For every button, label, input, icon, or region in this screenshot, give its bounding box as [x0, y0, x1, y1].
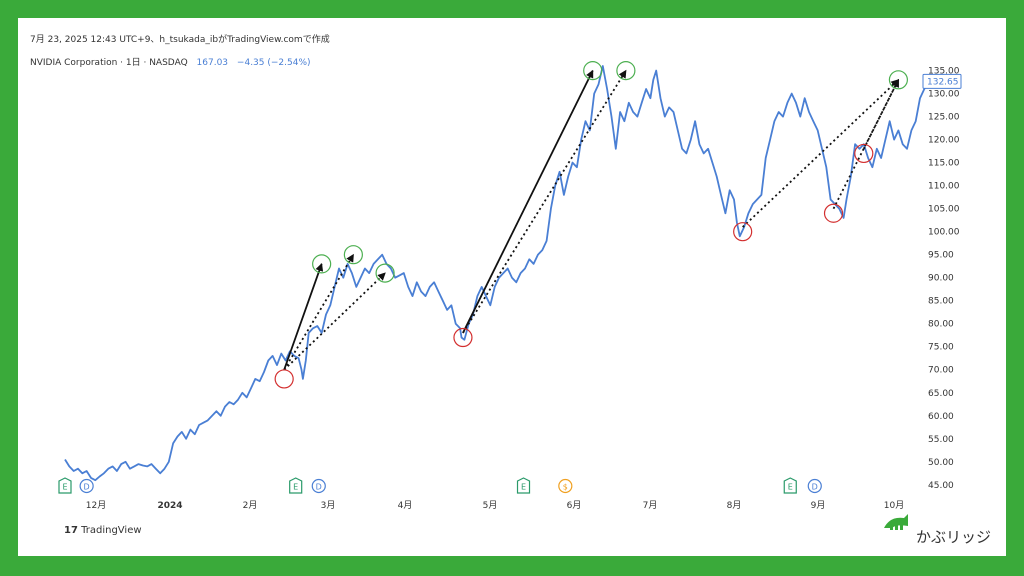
x-tick-label: 5月 [483, 500, 498, 511]
price-text: 167.03 [197, 58, 229, 68]
last-price-text: 132.65 [927, 77, 959, 87]
x-tick-label: 2024 [157, 501, 182, 511]
event-marker-label: D [812, 483, 818, 492]
brand-text: かぶリッジ [916, 528, 991, 546]
y-tick-label: 65.00 [928, 389, 954, 399]
dotted-arrow [283, 253, 355, 371]
event-marker-label: E [293, 483, 298, 492]
y-tick-label: 130.00 [928, 90, 960, 100]
y-tick-label: 105.00 [928, 205, 960, 215]
trough-circle [733, 222, 753, 242]
price-chart: 7月 23, 2025 12:43 UTC+9、h_tsukada_ibがTra… [30, 33, 991, 546]
event-marker-label: E [521, 483, 526, 492]
trough-circle [823, 203, 844, 223]
tv-mark-icon: 17 [64, 525, 78, 536]
tradingview-logo: 17 TradingView [64, 525, 142, 536]
annotations [274, 61, 908, 389]
y-tick-label: 115.00 [928, 159, 960, 169]
last-price-box [922, 73, 962, 89]
dotted-arrow [742, 79, 900, 228]
chart-frame: 7月 23, 2025 12:43 UTC+9、h_tsukada_ibがTra… [18, 18, 1006, 556]
peak-circle [888, 70, 908, 90]
y-tick-label: 75.00 [928, 343, 954, 353]
x-tick-label: 7月 [643, 500, 658, 511]
event-marker-label: E [62, 483, 67, 492]
symbol-text: NVIDIA Corporation · 1日 · NASDAQ [30, 57, 188, 68]
earnings-marker [516, 477, 531, 494]
dotted-arrow [283, 272, 386, 371]
y-tick-label: 90.00 [928, 274, 954, 284]
x-tick-label: 10月 [884, 500, 904, 511]
trough-circle [453, 327, 473, 348]
earnings-marker [783, 477, 797, 494]
peak-circle [343, 245, 363, 265]
trough-circle [854, 143, 874, 164]
y-tick-label: 60.00 [928, 412, 954, 422]
dividend-marker [807, 478, 822, 494]
kaburidge-logo: かぶリッジ [884, 514, 991, 546]
x-tick-label: 9月 [811, 500, 826, 511]
y-tick-label: 45.00 [928, 481, 954, 491]
peak-circle [583, 61, 603, 81]
last-price-label: 132.65 [922, 73, 962, 89]
x-tick-label: 2月 [243, 500, 258, 511]
y-tick-label: 85.00 [928, 297, 954, 307]
y-tick-label: 110.00 [928, 182, 960, 192]
price-series [64, 65, 930, 482]
x-tick-label: 6月 [567, 500, 582, 511]
event-marker-label: D [316, 483, 322, 492]
chart-caption: 7月 23, 2025 12:43 UTC+9、h_tsukada_ibがTra… [30, 33, 330, 45]
event-marker-label: D [84, 483, 90, 492]
y-tick-label: 100.00 [928, 228, 960, 238]
peak-circle [616, 61, 636, 81]
solid-arrow [462, 69, 594, 334]
x-tick-label: 8月 [727, 500, 742, 511]
y-tick-label: 50.00 [928, 458, 954, 468]
earnings-marker [289, 477, 303, 494]
dividend-marker [79, 478, 94, 494]
event-marker-label: $ [563, 483, 568, 492]
y-tick-label: 95.00 [928, 251, 954, 261]
y-tick-label: 55.00 [928, 435, 954, 445]
event-marker-label: E [788, 483, 793, 492]
peak-circle [312, 254, 332, 274]
x-axis: 12月 2024 2月 3月 4月 5月 6月 7月 8月 9月 10月 [86, 500, 904, 511]
y-tick-label: 80.00 [928, 320, 954, 330]
dotted-arrow [462, 69, 627, 334]
earnings-marker [58, 477, 72, 494]
solid-arrow [283, 262, 324, 371]
y-tick-label: 120.00 [928, 136, 960, 146]
y-axis: 135.00 130.00 125.00 120.00 115.00 110.00 105.… [928, 67, 960, 491]
trough-circle [274, 369, 294, 389]
change-text: −4.35 (−2.54%) [237, 58, 311, 68]
y-tick-label: 125.00 [928, 113, 960, 123]
y-tick-label: 135.00 [928, 67, 960, 77]
x-tick-label: 3月 [321, 500, 336, 511]
x-tick-label: 12月 [86, 500, 106, 511]
x-tick-label: 4月 [398, 500, 413, 511]
dividend-marker [311, 478, 326, 494]
brand-icon [884, 514, 908, 530]
y-tick-label: 70.00 [928, 366, 954, 376]
peak-circle [375, 263, 395, 283]
event-markers: E D E D E $ E D [58, 477, 822, 494]
chart-title-line: NVIDIA Corporation · 1日 · NASDAQ 167.03 … [30, 57, 311, 68]
svg-text:17 TradingView: 17 TradingView [64, 525, 142, 536]
price-line [64, 65, 930, 482]
tv-logo-text: TradingView [80, 525, 141, 536]
dotted-arrow [832, 78, 900, 210]
split-marker [558, 478, 573, 494]
